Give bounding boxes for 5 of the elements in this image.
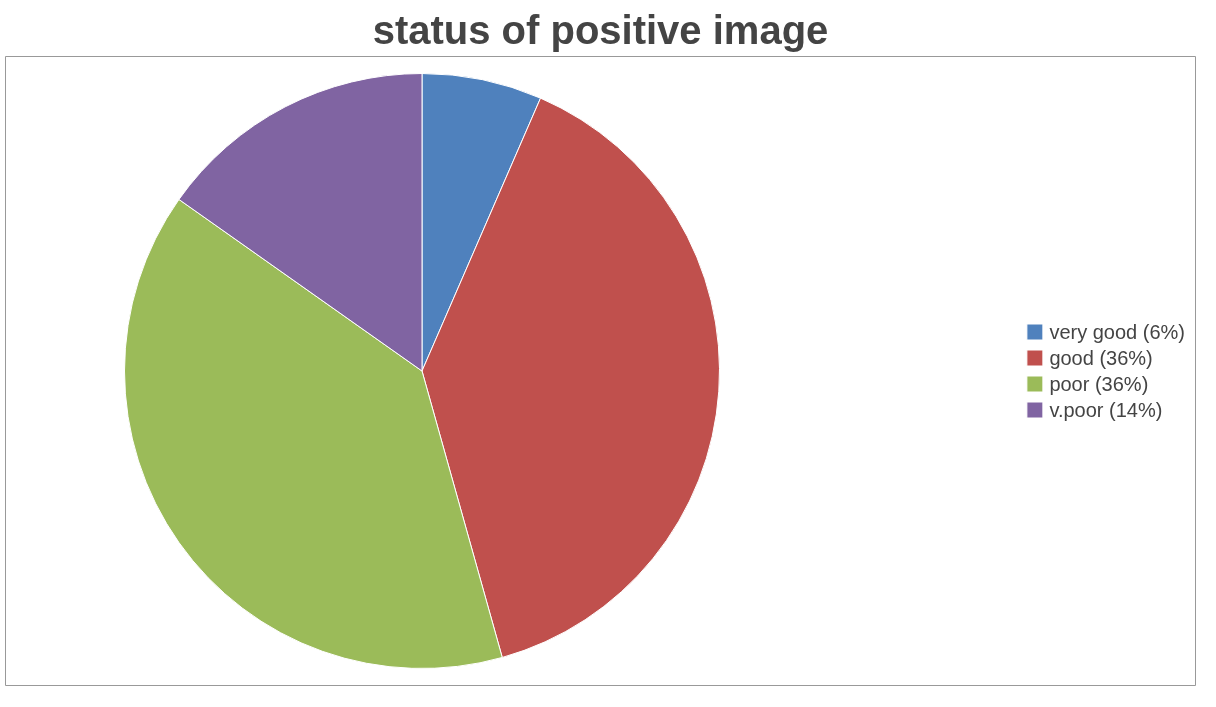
chart-title: status of positive image xyxy=(372,7,829,52)
legend-label: good (36%) xyxy=(1049,346,1153,369)
legend-label: poor (36%) xyxy=(1049,372,1149,395)
legend-label: very good (6%) xyxy=(1049,320,1185,343)
legend-label: v.poor (14%) xyxy=(1049,398,1163,421)
